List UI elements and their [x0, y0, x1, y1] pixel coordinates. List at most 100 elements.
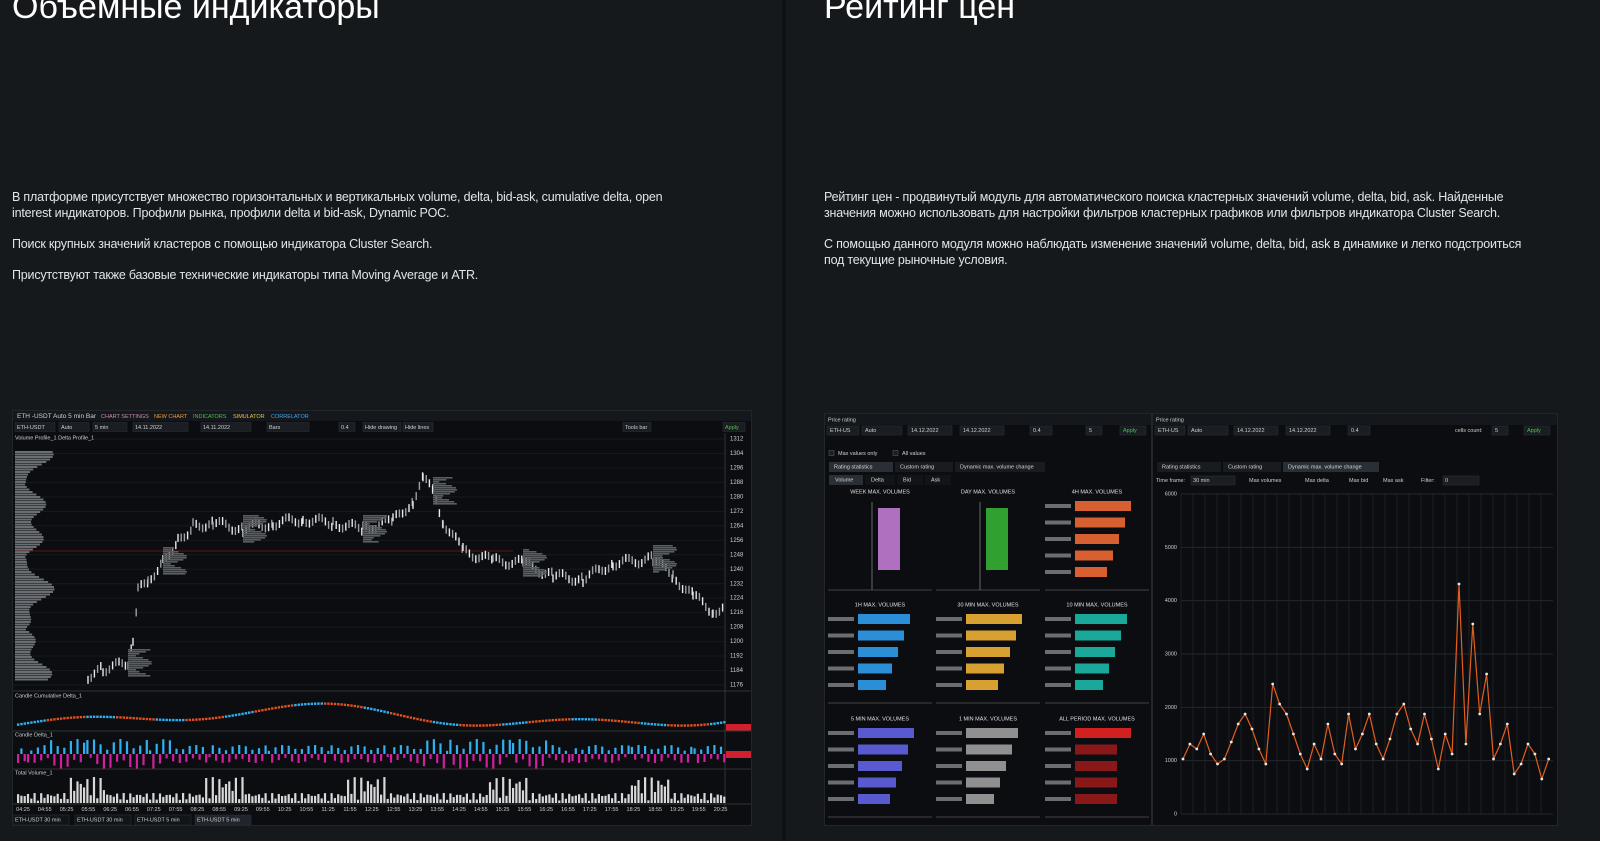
- box: [584, 754, 587, 763]
- box: [26, 754, 30, 763]
- box: [433, 491, 455, 493]
- box: [433, 487, 456, 489]
- box: [320, 747, 323, 754]
- box: [966, 680, 998, 690]
- box: [15, 663, 43, 666]
- box: [243, 525, 258, 527]
- y-tick-label: 1000: [1165, 758, 1177, 764]
- box: [327, 800, 330, 803]
- box: [465, 724, 469, 727]
- box: [604, 718, 607, 722]
- box: [498, 723, 502, 726]
- box: [422, 754, 426, 767]
- box: [673, 724, 677, 727]
- panel-label: Volume Profile_1 Delta Profile_1: [15, 435, 94, 441]
- box: [858, 728, 914, 738]
- box: [15, 571, 32, 573]
- box: [723, 796, 726, 803]
- box: [581, 749, 584, 754]
- box: [640, 722, 644, 725]
- box: [703, 723, 706, 726]
- box: [505, 795, 508, 803]
- box: [376, 709, 380, 712]
- point: [1223, 757, 1226, 761]
- box: [165, 754, 168, 759]
- box: [523, 569, 545, 571]
- box: [475, 724, 479, 727]
- box: [650, 777, 653, 803]
- box: [343, 703, 347, 707]
- box: [175, 793, 178, 803]
- box: [523, 559, 545, 561]
- box: [15, 513, 37, 516]
- box: [15, 613, 30, 616]
- label: 14.12.2022: [1237, 428, 1265, 434]
- box: [63, 793, 66, 803]
- box: [211, 717, 215, 720]
- box: [15, 521, 31, 523]
- point: [1264, 762, 1268, 766]
- point: [1326, 722, 1330, 726]
- box: [50, 740, 53, 754]
- box: [353, 777, 356, 803]
- box: [936, 764, 962, 768]
- box: [1045, 617, 1071, 621]
- box: [15, 553, 27, 556]
- box: [455, 794, 459, 803]
- box: [518, 739, 521, 754]
- box: [15, 678, 48, 681]
- box: [224, 750, 228, 754]
- box: [119, 739, 122, 754]
- price-label: 1224: [730, 596, 744, 602]
- box: [128, 649, 151, 651]
- box: [109, 754, 112, 768]
- label: Apply: [725, 425, 739, 431]
- box: [433, 485, 453, 487]
- box: [15, 661, 39, 663]
- box: [218, 716, 221, 719]
- point: [1416, 742, 1419, 746]
- label: cells count:: [1455, 428, 1483, 434]
- box: [406, 745, 409, 754]
- y-tick-label: 2000: [1165, 705, 1177, 711]
- box: [215, 754, 218, 761]
- box: [284, 795, 287, 803]
- box: [465, 754, 468, 768]
- box: [15, 483, 26, 486]
- box: [294, 793, 297, 803]
- box: [314, 745, 317, 754]
- box: [936, 650, 962, 654]
- box: [15, 641, 36, 643]
- box: [1075, 663, 1109, 674]
- box: [396, 713, 399, 716]
- box: [419, 793, 422, 803]
- box: [30, 721, 33, 724]
- box: [314, 795, 317, 803]
- box: [660, 754, 663, 762]
- box: [432, 796, 435, 803]
- box: [17, 754, 20, 763]
- box: [653, 571, 660, 573]
- time-label: 12:25: [365, 807, 379, 813]
- box: [106, 794, 109, 803]
- box: [165, 718, 168, 722]
- box: [264, 708, 267, 711]
- point: [1367, 712, 1371, 716]
- box: [472, 754, 475, 761]
- box: [966, 663, 1004, 674]
- box: [15, 593, 51, 596]
- box: [277, 706, 281, 709]
- filter-label: Time frame:: [1156, 478, 1186, 484]
- trend-line: [1182, 583, 1550, 782]
- box: [716, 794, 719, 803]
- box: [15, 531, 40, 533]
- box: [584, 793, 587, 803]
- box: [433, 495, 444, 497]
- box: [653, 569, 667, 571]
- box: [597, 793, 600, 803]
- box: [858, 614, 910, 624]
- time-label: 05:55: [82, 807, 96, 813]
- box: [163, 549, 172, 551]
- box: [1045, 731, 1071, 735]
- label: 0.4: [1351, 428, 1359, 434]
